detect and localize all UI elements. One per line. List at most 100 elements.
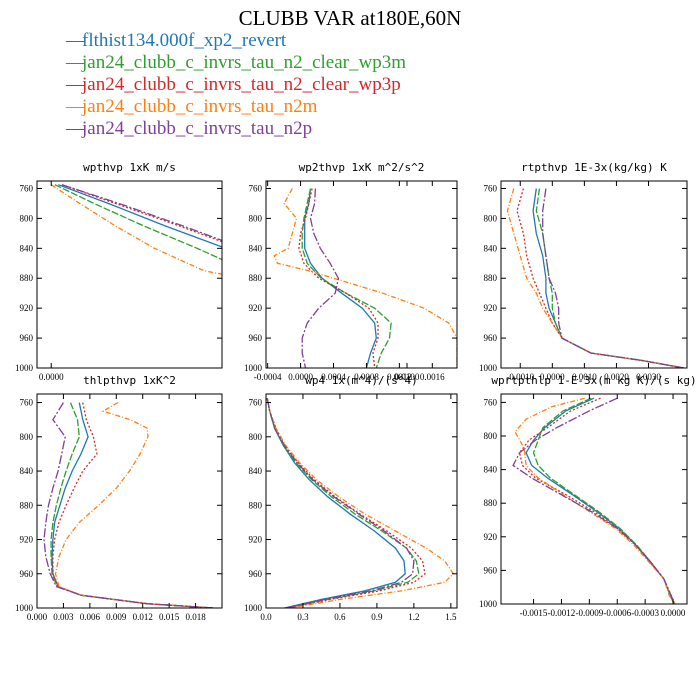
x-tick-label: 0.0000 — [661, 608, 686, 618]
x-tick-label: 0.0004 — [321, 372, 346, 382]
y-tick-label: 800 — [249, 213, 263, 223]
y-tick-label: 760 — [484, 397, 498, 407]
x-tick-label: 1.2 — [408, 612, 419, 622]
y-tick-label: 840 — [20, 243, 34, 253]
panel: wprtpthlp 1-E-3x(m kg K)/(s kg) 760 800 840… — [479, 374, 697, 618]
series-group — [266, 398, 455, 608]
series-line — [61, 184, 222, 242]
legend-entry: — jan24_clubb_c_invrs_tau_n2_clear_wp3m — [66, 52, 406, 74]
panel: wp4 1x(m^4)/(s^4)76080084088092096010000… — [244, 374, 458, 622]
series-line — [54, 184, 222, 261]
x-tick-label: 0.0016 — [420, 372, 445, 382]
legend-dash: — — [66, 30, 85, 51]
y-tick-label: 800 — [20, 213, 34, 223]
series-line — [518, 397, 676, 604]
x-tick-label: 0.3 — [297, 612, 309, 622]
y-tick-label: 880 — [20, 273, 34, 283]
panel-title: thlpthvp 1xK^2 — [83, 374, 176, 387]
y-tick-label: 920 — [484, 303, 498, 313]
legend-entry: — jan24_clubb_c_invrs_tau_n2p — [66, 118, 406, 140]
legend-entry: — flthist134.000f_xp2_revert — [66, 30, 406, 52]
series-line — [512, 397, 675, 604]
panel: thlpthvp 1xK^276080084088092096010000.00… — [15, 374, 223, 622]
x-tick-label: 0.0000 — [288, 372, 313, 382]
x-tick-label: 0.0000 — [39, 372, 64, 382]
x-tick-label: 0.0020 — [604, 372, 629, 382]
y-tick-label: 760 — [249, 183, 263, 193]
x-tick-label: 0.009 — [106, 612, 127, 622]
y-tick-label: 1000 — [479, 599, 498, 609]
y-tick-label: 840 — [249, 243, 263, 253]
y-tick-label: 920 — [20, 303, 34, 313]
series-line — [506, 188, 684, 368]
plot-frame — [36, 180, 223, 369]
y-tick-label: 800 — [484, 431, 498, 441]
y-tick-label: 960 — [249, 333, 263, 343]
plot-frame — [265, 393, 458, 609]
series-line — [266, 398, 406, 608]
x-tick-label: -0.0012 — [548, 608, 576, 618]
plot-frame — [500, 393, 688, 605]
x-tick-label: 0.0000 — [540, 372, 565, 382]
series-line — [50, 402, 214, 608]
series-line — [301, 188, 340, 368]
series-line — [514, 397, 676, 604]
y-tick-label: 800 — [484, 213, 498, 223]
series-line — [516, 188, 684, 368]
series-line — [273, 188, 457, 368]
x-tick-label: 0.0030 — [636, 372, 661, 382]
series-line — [535, 188, 684, 368]
legend-entry: — jan24_clubb_c_invrs_tau_n2m — [66, 96, 406, 118]
series-line — [61, 184, 222, 243]
y-tick-label: 800 — [20, 432, 34, 442]
plot-frame — [265, 180, 458, 369]
legend-dash: — — [66, 118, 85, 139]
series-line — [266, 398, 415, 608]
series-line — [266, 398, 455, 608]
legend-label: jan24_clubb_c_invrs_tau_n2m — [82, 96, 318, 117]
legend-dash: — — [66, 52, 85, 73]
y-tick-label: 880 — [20, 500, 34, 510]
x-tick-label: 0.003 — [53, 612, 74, 622]
series-line — [54, 402, 214, 608]
y-tick-label: 1000 — [15, 363, 34, 373]
series-group — [506, 188, 684, 368]
series-line — [58, 184, 222, 248]
legend-label: jan24_clubb_c_invrs_tau_n2_clear_wp3m — [82, 52, 406, 73]
y-tick-label: 800 — [249, 432, 263, 442]
panel: wpthvp 1xK m/s 760 800 840 880 920 960 1000 0.00… — [15, 161, 420, 382]
series-line — [298, 188, 379, 368]
plot-frame — [36, 393, 223, 609]
series-line — [301, 188, 392, 368]
x-tick-label: 0.0008 — [354, 372, 379, 382]
series-group — [512, 397, 676, 604]
y-tick-label: 1000 — [479, 363, 498, 373]
series-line — [542, 188, 684, 368]
x-tick-label: 1.5 — [445, 612, 457, 622]
series-group — [273, 188, 457, 368]
y-tick-label: 960 — [20, 333, 34, 343]
legend-dash: — — [66, 96, 85, 117]
x-tick-label: -0.0004 — [254, 372, 282, 382]
x-tick-label: 0.0100 — [395, 372, 420, 382]
y-tick-label: 880 — [484, 273, 498, 283]
x-tick-label: 0.015 — [159, 612, 180, 622]
y-tick-label: 1000 — [244, 603, 263, 613]
panel-title: wp4 1x(m^4)/(s^4) — [305, 374, 418, 387]
y-tick-label: 840 — [249, 466, 263, 476]
x-tick-label: 0.012 — [133, 612, 153, 622]
series-line — [51, 402, 214, 608]
y-tick-label: 1000 — [15, 603, 34, 613]
y-tick-label: 960 — [484, 333, 498, 343]
series-line — [532, 188, 684, 368]
x-tick-label: 0.9 — [371, 612, 383, 622]
series-line — [52, 402, 214, 608]
legend-label: jan24_clubb_c_invrs_tau_n2_clear_wp3p — [82, 74, 401, 95]
y-tick-label: 920 — [249, 535, 263, 545]
y-tick-label: 880 — [249, 273, 263, 283]
series-line — [525, 397, 675, 604]
x-tick-label: -0.0006 — [603, 608, 631, 618]
y-tick-label: 960 — [249, 569, 263, 579]
